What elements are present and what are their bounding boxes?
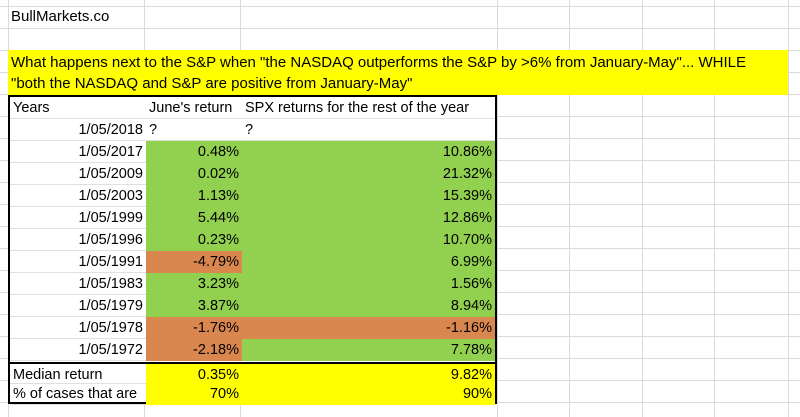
june-return-cell[interactable]: ?	[149, 122, 158, 138]
year-cell[interactable]: 1/05/1999	[78, 210, 143, 226]
summary-row: Median return 0.35% 9.82%	[10, 362, 495, 386]
gridline	[0, 6, 800, 7]
table-row: 1/05/2009 0.02% 21.32%	[10, 163, 495, 185]
gridline	[497, 0, 498, 417]
june-return-cell[interactable]: 1.13%	[146, 185, 242, 207]
summary-june-cell[interactable]: 0.35%	[146, 364, 242, 386]
rest-of-year-cell[interactable]: 8.94%	[242, 295, 495, 317]
summary-row: % of cases that are 70% 90%	[10, 383, 495, 405]
year-cell[interactable]: 1/05/1979	[78, 298, 143, 314]
table-row: 1/05/2017 0.48% 10.86%	[10, 141, 495, 163]
summary-label[interactable]: Median return	[13, 367, 103, 383]
question-line-2: "both the NASDAQ and S&P are positive fr…	[11, 75, 413, 92]
table-row: 1/05/2003 1.13% 15.39%	[10, 185, 495, 207]
rest-of-year-cell[interactable]: 12.86%	[242, 207, 495, 229]
table-row: 1/05/1983 3.23% 1.56%	[10, 273, 495, 295]
question-banner[interactable]: What happens next to the S&P when "the N…	[8, 50, 788, 95]
year-cell[interactable]: 1/05/1983	[78, 276, 143, 292]
header-spx-rest[interactable]: SPX returns for the rest of the year	[245, 100, 470, 116]
table-row: 1/05/1972 -2.18% 7.78%	[10, 339, 495, 361]
gridline	[714, 0, 715, 417]
june-return-cell[interactable]: 0.48%	[146, 141, 242, 163]
year-cell[interactable]: 1/05/2009	[78, 166, 143, 182]
june-return-cell[interactable]: 5.44%	[146, 207, 242, 229]
rest-of-year-cell[interactable]: ?	[245, 122, 254, 138]
year-cell[interactable]: 1/05/2003	[78, 188, 143, 204]
rest-of-year-cell[interactable]: 21.32%	[242, 163, 495, 185]
header-row: Years June's return SPX returns for the …	[10, 97, 495, 119]
year-cell[interactable]: 1/05/1996	[78, 232, 143, 248]
gridline	[569, 0, 570, 417]
gridline	[642, 0, 643, 417]
question-line-1: What happens next to the S&P when "the N…	[11, 54, 747, 71]
year-cell[interactable]: 1/05/2017	[78, 144, 143, 160]
june-return-cell[interactable]: -2.18%	[146, 339, 242, 361]
rest-of-year-cell[interactable]: -1.16%	[242, 317, 495, 339]
summary-rest-cell[interactable]: 90%	[242, 383, 495, 405]
june-return-cell[interactable]: 0.23%	[146, 229, 242, 251]
june-return-cell[interactable]: 3.87%	[146, 295, 242, 317]
rest-of-year-cell[interactable]: 6.99%	[242, 251, 495, 273]
summary-rest-cell[interactable]: 9.82%	[242, 364, 495, 386]
summary-label[interactable]: % of cases that are	[13, 386, 138, 402]
gridline	[788, 0, 789, 417]
year-cell[interactable]: 1/05/1978	[78, 320, 143, 336]
table-row: 1/05/1978 -1.76% -1.16%	[10, 317, 495, 339]
june-return-cell[interactable]: 0.02%	[146, 163, 242, 185]
table-row: 1/05/1999 5.44% 12.86%	[10, 207, 495, 229]
rest-of-year-cell[interactable]: 10.70%	[242, 229, 495, 251]
year-cell[interactable]: 1/05/1991	[78, 254, 143, 270]
rest-of-year-cell[interactable]: 7.78%	[242, 339, 495, 361]
results-table: Years June's return SPX returns for the …	[8, 95, 497, 405]
table-row: 1/05/2018 ? ?	[10, 119, 495, 141]
year-cell[interactable]: 1/05/2018	[78, 122, 143, 138]
gridline	[0, 28, 800, 29]
year-cell[interactable]: 1/05/1972	[78, 342, 143, 358]
summary-june-cell[interactable]: 70%	[146, 383, 242, 405]
header-june-return[interactable]: June's return	[149, 100, 233, 116]
table-row: 1/05/1979 3.87% 8.94%	[10, 295, 495, 317]
june-return-cell[interactable]: 3.23%	[146, 273, 242, 295]
rest-of-year-cell[interactable]: 10.86%	[242, 141, 495, 163]
site-name-cell[interactable]: BullMarkets.co	[11, 8, 110, 25]
rest-of-year-cell[interactable]: 15.39%	[242, 185, 495, 207]
table-row: 1/05/1996 0.23% 10.70%	[10, 229, 495, 251]
june-return-cell[interactable]: -4.79%	[146, 251, 242, 273]
table-row: 1/05/1991 -4.79% 6.99%	[10, 251, 495, 273]
rest-of-year-cell[interactable]: 1.56%	[242, 273, 495, 295]
june-return-cell[interactable]: -1.76%	[146, 317, 242, 339]
header-years[interactable]: Years	[13, 100, 50, 116]
